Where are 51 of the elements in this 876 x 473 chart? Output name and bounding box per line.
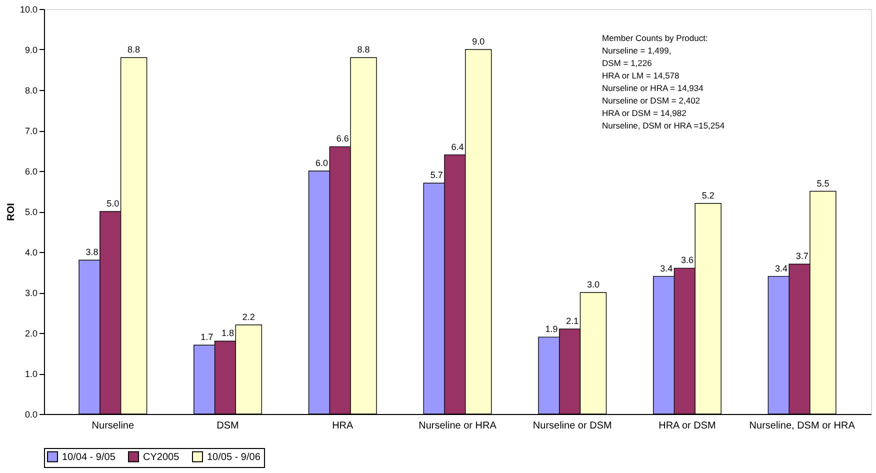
y-tick-label: 5.0 — [24, 207, 38, 217]
annotation: HRA or LM = 14,578 — [602, 70, 680, 80]
data-label: 2.1 — [566, 316, 579, 326]
y-tick-label: 10.0 — [20, 4, 38, 14]
x-tick-label: Nurseline or DSM — [532, 420, 612, 432]
data-label: 3.0 — [586, 280, 600, 290]
data-label: 6.6 — [336, 134, 349, 144]
x-tick-label: Nurseline — [92, 420, 134, 432]
data-label: 8.8 — [357, 44, 370, 55]
annotation: Member Counts by Product: — [602, 33, 708, 43]
y-tick-label: 6.0 — [24, 166, 38, 176]
data-label: 5.2 — [702, 190, 714, 200]
legend-label: CY2005 — [143, 452, 180, 463]
data-label: 8.8 — [128, 44, 140, 55]
legend-label: 10/04 - 9/05 — [62, 452, 116, 463]
data-label: 3.4 — [660, 263, 673, 274]
data-label: 1.9 — [545, 324, 558, 334]
annotation: HRA or DSM = 14,982 — [602, 108, 687, 118]
annotation: Nurseline or DSM = 2,402 — [602, 96, 700, 106]
y-tick-label: 4.0 — [24, 248, 38, 258]
y-tick-label: 2.0 — [24, 328, 38, 338]
y-axis-title: ROI — [6, 202, 17, 221]
data-label: 3.4 — [774, 263, 788, 274]
data-label: 2.2 — [242, 312, 255, 322]
annotation: DSM = 1,226 — [602, 58, 652, 68]
annotation: Nurseline, DSM or HRA =15,254 — [602, 120, 725, 130]
y-tick-label: 0.0 — [24, 410, 38, 420]
data-label: 3.6 — [680, 255, 694, 266]
data-label: 3.8 — [86, 247, 98, 258]
data-label: 5.7 — [430, 170, 443, 180]
data-label: 1.8 — [222, 328, 234, 338]
y-tick-label: 1.0 — [24, 369, 38, 379]
y-tick-label: 8.0 — [24, 86, 38, 96]
data-label: 6.0 — [315, 158, 328, 168]
data-label: 9.0 — [472, 36, 485, 46]
data-label: 6.4 — [451, 142, 464, 152]
x-tick-label: DSM — [216, 420, 239, 432]
data-label: 5.5 — [816, 178, 830, 188]
data-label: 5.0 — [106, 198, 120, 208]
y-tick-label: 9.0 — [24, 45, 38, 55]
legend-label: 10/05 - 9/06 — [207, 452, 261, 463]
x-tick-label: Nurseline or HRA — [418, 420, 497, 432]
data-label: 3.7 — [796, 251, 808, 262]
x-tick-label: Nurseline, DSM or HRA — [749, 420, 856, 432]
data-label: 1.7 — [200, 332, 214, 342]
x-tick-label: HRA or DSM — [658, 420, 716, 432]
annotation: Nurseline = 1,499, — [602, 46, 672, 56]
annotation: Nurseline or HRA = 14,934 — [602, 83, 704, 93]
y-tick-label: 7.0 — [24, 126, 38, 136]
x-tick-label: HRA — [332, 420, 354, 432]
y-tick-label: 3.0 — [24, 288, 38, 298]
